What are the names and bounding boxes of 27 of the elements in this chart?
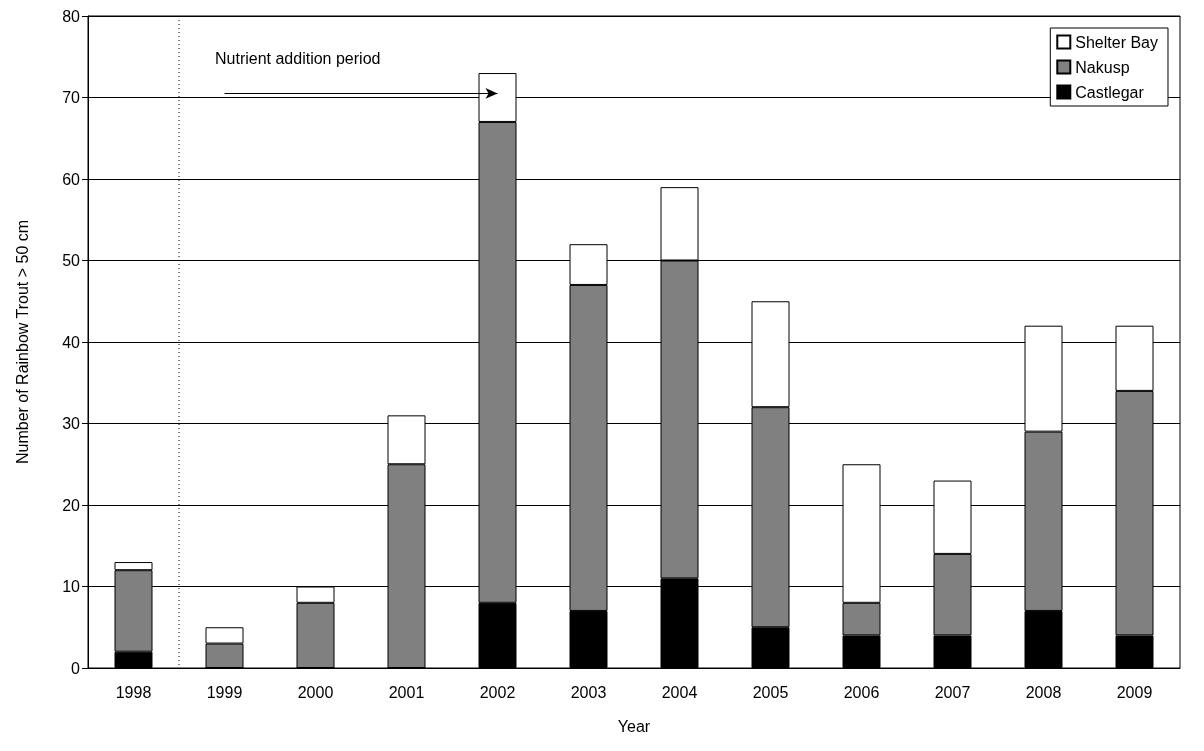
x-tick-label: 1998 — [115, 683, 152, 701]
legend-label: Shelter Bay — [1075, 33, 1159, 51]
y-tick-label: 70 — [62, 89, 81, 106]
y-tick-label: 60 — [62, 170, 81, 188]
y-tick-label: 50 — [62, 252, 81, 269]
y-tick-label: 80 — [62, 7, 81, 25]
x-tick-label: 2006 — [843, 683, 880, 701]
x-tick-label: 2002 — [479, 683, 516, 701]
x-tick-label: 2009 — [1116, 683, 1153, 701]
x-axis-title: Year — [617, 717, 651, 735]
legend-label: Nakusp — [1075, 58, 1130, 76]
x-tick-label: 2008 — [1025, 683, 1062, 701]
y-tick-label: 30 — [62, 415, 81, 432]
y-axis-title: Number of Rainbow Trout > 50 cm — [13, 219, 31, 465]
x-tick-label: 1999 — [206, 683, 243, 701]
y-tick-label: 20 — [62, 496, 81, 514]
y-tick-label: 40 — [62, 333, 81, 351]
y-tick-label: 0 — [71, 659, 81, 677]
y-tick-label: 10 — [62, 578, 81, 595]
legend-label: Castlegar — [1075, 83, 1145, 101]
x-tick-label: 2003 — [570, 683, 607, 701]
x-tick-label: 2004 — [661, 683, 698, 701]
x-tick-label: 2001 — [388, 683, 425, 701]
x-tick-label: 2005 — [752, 683, 789, 701]
x-tick-label: 2007 — [934, 683, 971, 701]
annotation: Nutrient addition period — [215, 49, 381, 67]
x-tick-label: 2000 — [297, 683, 334, 701]
